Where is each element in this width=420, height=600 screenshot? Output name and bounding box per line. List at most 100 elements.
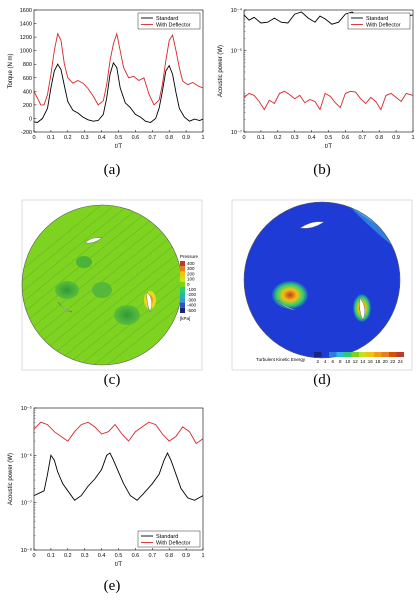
pressure-field <box>22 205 182 365</box>
colorbar-cell <box>180 302 185 308</box>
blade-left <box>277 299 297 311</box>
colorbar-unit: [kPa] <box>180 316 190 321</box>
x-tick-label: 0.2 <box>64 135 72 141</box>
acoustic-power-chart-e: 0 0.1 0.2 0.3 0.4 0.5 0.6 0.7 0.8 0.9 1 10⁻⁸ 10⁻⁷ 10⁻… <box>8 405 205 568</box>
colorbar-cell <box>180 276 185 282</box>
blade-left <box>57 301 73 313</box>
low-pressure-region <box>76 256 92 268</box>
x-axis-label: t/T <box>325 144 332 150</box>
y-axis-label: Acoustic power (W) <box>218 45 224 97</box>
panel-b-acoustic: 0 0.1 0.2 0.3 0.4 0.5 0.6 0.7 0.8 0.9 1 10⁻⁷ 10⁻⁵ 10⁻… <box>214 4 419 154</box>
colorbar-cell <box>180 281 185 287</box>
legend <box>137 530 201 548</box>
colorbar-cell <box>336 352 344 357</box>
colorbar-cell <box>321 352 329 357</box>
y-tick-label: 10⁻⁵ <box>21 405 32 412</box>
low-pressure-region <box>55 281 79 299</box>
x-tick-label: 0.1 <box>47 135 55 141</box>
pressure-contour: Pressure 4003002001000-100-200-300-400-5… <box>21 199 203 371</box>
y-tick-label: 10⁻⁸ <box>21 547 32 554</box>
x-tick-label: 1 <box>201 135 204 141</box>
y-tick-label: 10⁻⁴ <box>231 7 243 14</box>
tke-contour: Turbulent Kinetic Energy 2 4 6 8 10 12 14 16 18 2… <box>231 199 413 371</box>
panel-a-torque: 0 0.1 0.2 0.3 0.4 0.5 0.6 0.7 0.8 0.9 1 -200 0 200 400… <box>4 4 209 154</box>
caption-b: (b) <box>313 162 331 178</box>
colorbar-cell <box>180 266 185 272</box>
colorbar-tick: 6 <box>331 359 334 364</box>
streamline <box>22 304 182 365</box>
x-tick-label: 0.4 <box>98 135 106 141</box>
streamline <box>22 205 182 293</box>
colorbar-cell <box>180 287 185 293</box>
caption-c: (c) <box>103 372 121 388</box>
colorbar-cell <box>180 307 185 313</box>
caption-e: (e) <box>103 578 121 594</box>
caption-d: (d) <box>313 372 331 388</box>
x-tick-label: 0.5 <box>115 553 123 559</box>
colorbar-tick: 400 <box>187 261 195 266</box>
legend-label: Standard <box>156 534 178 540</box>
y-tick-label: 10⁻⁷ <box>21 500 32 507</box>
colorbar-tick: 8 <box>339 359 342 364</box>
colorbar-cell <box>344 352 352 357</box>
colorbar-tick: 100 <box>187 277 195 282</box>
colorbar-title: Turbulent Kinetic Energy <box>256 357 306 362</box>
x-tick-label: 0.6 <box>132 553 140 559</box>
x-tick-label: 0.2 <box>274 135 282 141</box>
tke-colorbar: Turbulent Kinetic Energy 2 4 6 8 10 12 14 16 18 2… <box>256 352 404 364</box>
blade-right <box>146 291 153 313</box>
streamline <box>22 271 182 365</box>
x-tick-label: 0.8 <box>375 135 383 141</box>
plot-area <box>243 9 414 133</box>
x-tick-label: 0.6 <box>132 135 140 141</box>
plot-area <box>33 407 204 551</box>
low-pressure-region <box>114 305 140 325</box>
caption-a: (a) <box>103 162 121 178</box>
colorbar-tick: -300 <box>187 297 197 302</box>
y-tick-label: -200 <box>21 130 32 136</box>
x-tick-label: 0 <box>32 135 35 141</box>
blade-top <box>84 237 103 244</box>
x-tick-label: 0.9 <box>182 553 190 559</box>
x-axis-label: t/T <box>115 562 122 568</box>
colorbar-tick: -100 <box>187 287 197 292</box>
colorbar-cell <box>180 297 185 303</box>
x-tick-label: 0.3 <box>291 135 299 141</box>
y-tick-label: 10⁻⁵ <box>231 48 242 55</box>
legend <box>137 12 201 30</box>
colorbar-tick: 0 <box>187 282 190 287</box>
series-line-standard <box>33 451 204 501</box>
y-tick-label: 400 <box>23 89 32 95</box>
y-tick-label: 1600 <box>20 8 32 14</box>
streamline <box>22 293 182 365</box>
colorbar-cell <box>389 352 397 357</box>
rotor-boundary <box>243 201 401 359</box>
x-tick-label: 0.4 <box>308 135 316 141</box>
blade-right <box>359 297 366 321</box>
x-tick-label: 1 <box>201 553 204 559</box>
panel-e-acoustic: 0 0.1 0.2 0.3 0.4 0.5 0.6 0.7 0.8 0.9 1 10⁻⁸ 10⁻⁷ 10⁻… <box>4 402 209 572</box>
y-tick-label: 600 <box>23 76 32 82</box>
acoustic-power-chart-b: 0 0.1 0.2 0.3 0.4 0.5 0.6 0.7 0.8 0.9 1 10⁻⁷ 10⁻⁵ 10⁻… <box>218 7 415 150</box>
y-axis-label: Torque (N m) <box>8 53 14 88</box>
colorbar-tick: 18 <box>375 359 381 364</box>
x-tick-label: 0.6 <box>342 135 350 141</box>
colorbar-tick: -500 <box>187 308 197 313</box>
series-line-with-deflector <box>33 421 204 445</box>
colorbar-tick: 20 <box>383 359 389 364</box>
y-tick-label: 800 <box>23 62 32 68</box>
legend-label: Standard <box>156 16 178 22</box>
x-tick-label: 0.7 <box>358 135 366 141</box>
colorbar-cell <box>374 352 382 357</box>
colorbar-tick: 16 <box>368 359 374 364</box>
legend-label: With Deflector <box>156 23 191 29</box>
x-tick-label: 0.1 <box>47 553 55 559</box>
y-tick-label: 10⁻⁷ <box>231 129 242 136</box>
x-tick-label: 0.7 <box>148 135 156 141</box>
colorbar-tick: -400 <box>187 303 197 308</box>
x-tick-label: 0.4 <box>98 553 106 559</box>
x-axis-label: t/T <box>115 144 122 150</box>
legend-label: With Deflector <box>366 23 401 29</box>
colorbar-title: Pressure <box>180 254 199 259</box>
colorbar-tick: 300 <box>187 266 195 271</box>
